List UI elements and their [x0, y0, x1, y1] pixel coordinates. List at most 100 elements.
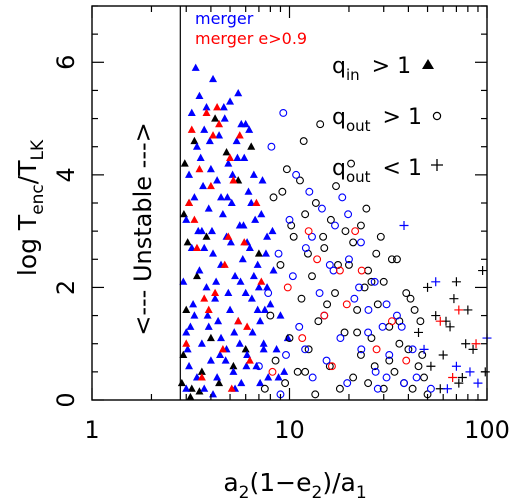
data-point-circle — [370, 277, 379, 286]
data-point-circle — [327, 362, 336, 371]
data-point-triangle — [245, 356, 254, 364]
data-point-triangle — [209, 131, 218, 139]
data-point-triangle — [200, 125, 209, 133]
data-point-circle — [335, 266, 344, 275]
data-point-triangle — [207, 226, 216, 235]
data-point-triangle — [200, 294, 209, 302]
data-point-triangle — [261, 249, 270, 257]
data-point-triangle — [190, 311, 199, 319]
y-tick-label: 6 — [52, 55, 80, 70]
data-point-triangle — [248, 328, 257, 336]
data-point-circle — [387, 255, 396, 264]
data-point-triangle — [204, 305, 213, 313]
data-point-plus — [471, 339, 481, 349]
data-point-circle — [304, 227, 313, 236]
data-point-plus — [454, 305, 464, 315]
data-point-circle — [349, 238, 358, 247]
data-point-triangle — [256, 378, 265, 387]
legend-merger-high-e: merger e>0.9 — [195, 29, 307, 48]
data-point-triangle — [182, 305, 191, 313]
axis-ticks — [91, 5, 488, 401]
data-point-plus — [445, 322, 455, 332]
data-point-triangle — [241, 119, 250, 128]
data-point-circle — [343, 379, 352, 388]
data-point-triangle — [202, 283, 211, 291]
data-point-circle — [364, 379, 373, 388]
data-point-triangle — [222, 148, 231, 156]
data-point-triangle — [244, 187, 253, 195]
data-point-triangle — [204, 204, 213, 212]
data-point-circle — [268, 367, 277, 376]
data-point-triangle — [257, 209, 266, 218]
data-point-triangle — [187, 243, 196, 252]
data-point-triangle — [197, 339, 206, 347]
data-point-triangle — [187, 125, 196, 133]
y-tick-label: 2 — [52, 280, 80, 295]
data-point-circle — [288, 272, 297, 281]
data-point-circle — [299, 137, 308, 146]
data-point-circle — [283, 283, 292, 292]
data-point-circle — [289, 232, 298, 241]
data-point-circle — [345, 255, 353, 264]
data-point-circle — [414, 362, 423, 371]
data-point-triangle — [205, 136, 214, 145]
data-point-circle — [385, 351, 394, 359]
data-point-triangle — [260, 305, 269, 313]
data-point-triangle — [236, 277, 245, 285]
data-point-triangle — [226, 153, 235, 161]
data-point-plus — [457, 372, 467, 382]
x-tick-label: 10 — [274, 416, 305, 444]
data-point-plus — [449, 294, 459, 304]
data-point-circle — [274, 249, 283, 258]
data-point-circle — [412, 373, 421, 382]
data-point-circle — [356, 221, 365, 230]
data-point-triangle — [228, 170, 237, 178]
data-point-triangle — [202, 232, 211, 240]
data-point-circle — [426, 384, 435, 393]
data-point-circle — [326, 215, 335, 224]
data-point-triangle — [200, 243, 209, 252]
data-point-circle — [364, 266, 373, 275]
data-point-triangle — [239, 221, 248, 229]
data-point-circle — [297, 294, 306, 303]
data-point-plus — [414, 327, 424, 337]
data-point-triangle — [202, 103, 211, 111]
data-point-circle — [282, 165, 291, 174]
data-point-circle — [395, 339, 404, 348]
data-point-triangle — [224, 232, 233, 240]
data-point-triangle — [189, 300, 198, 308]
data-point-triangle — [268, 226, 277, 235]
y-tick-label: 4 — [52, 167, 80, 182]
data-point-triangle — [185, 198, 194, 206]
data-point-triangle — [206, 164, 215, 173]
data-point-circle — [311, 199, 320, 207]
data-point-circle — [282, 351, 290, 359]
data-point-circle — [372, 345, 381, 354]
data-point-circle — [293, 367, 302, 376]
data-point-triangle — [226, 305, 235, 313]
data-point-circle — [278, 187, 287, 196]
data-point-circle — [292, 170, 301, 179]
data-point-triangle — [245, 243, 254, 252]
data-point-triangle — [240, 238, 249, 246]
data-point-circle — [316, 120, 325, 129]
data-point-circle — [364, 305, 373, 314]
data-point-triangle — [231, 271, 240, 280]
data-point-circle — [254, 362, 263, 371]
data-point-circle — [301, 367, 310, 376]
data-point-circle — [402, 356, 411, 365]
data-point-triangle — [226, 238, 235, 246]
circle-marker-icon — [432, 111, 442, 121]
data-point-circle — [276, 260, 285, 269]
data-point-triangle — [276, 311, 285, 319]
data-point-circle — [370, 362, 379, 371]
data-point-triangle — [252, 361, 261, 370]
data-point-circle — [325, 260, 334, 269]
data-point-circle — [336, 334, 345, 343]
data-point-triangle — [194, 226, 203, 235]
data-point-circle — [285, 215, 294, 224]
data-point-triangle — [235, 339, 244, 347]
svg-text:qout> 1: qout > 1 — [332, 105, 422, 135]
data-point-triangle — [206, 181, 215, 190]
data-point-circle — [318, 204, 326, 213]
